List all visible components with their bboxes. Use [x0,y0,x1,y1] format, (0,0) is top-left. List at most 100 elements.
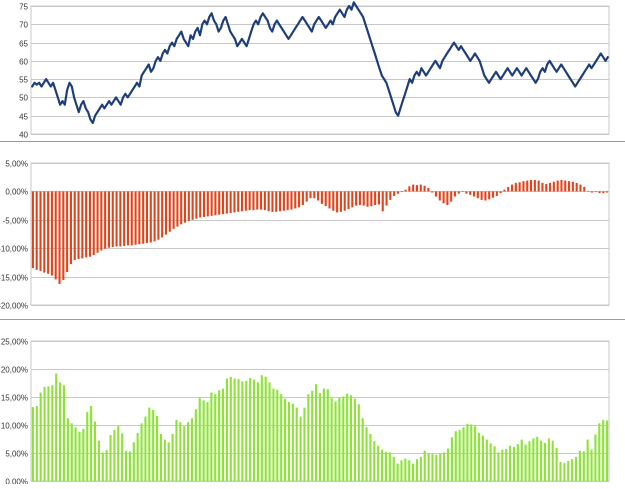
drawdown-bar [446,191,449,206]
price-point [411,82,413,84]
price-point [334,16,336,18]
drawdown-grid [30,162,610,306]
volatility-bar [365,427,368,481]
price-point [339,9,341,11]
price-point [481,67,483,69]
price-point [131,89,133,91]
price-point [332,23,334,25]
price-point [416,71,418,73]
price-point [234,38,236,40]
price-point [355,5,357,7]
price-point [427,71,429,73]
volatility-y-tick-label: 5,00% [5,450,28,459]
volatility-bar [198,398,201,481]
price-point [346,9,348,11]
drawdown-plot-frame [30,162,610,306]
volatility-bar [93,421,97,481]
price-point [537,78,539,80]
price-point [213,20,215,22]
price-point [395,111,397,113]
price-point [248,38,250,40]
price-point [220,27,222,29]
price-point [357,9,360,11]
price-point [71,85,73,88]
volatility-bar [520,439,523,481]
price-y-tick-label: 60 [19,58,28,67]
panel-divider [0,319,625,320]
volatility-bar [357,404,360,481]
panel-divider [0,141,625,142]
price-point [385,82,387,84]
drawdown-bar [484,191,487,201]
volatility-bar [307,394,310,481]
price-point [397,115,399,117]
drawdown-bar [396,191,399,194]
price-point [553,67,555,69]
price-point [99,107,101,109]
volatility-bar [481,435,484,481]
price-point [124,93,126,95]
price-point [341,12,343,14]
drawdown-bar [556,180,559,192]
price-point [528,71,530,73]
volatility-bar [35,405,38,481]
drawdown-bar [149,191,152,243]
drawdown-bar [351,191,354,208]
price-point [602,56,604,58]
volatility-bar [594,434,597,481]
volatility-bar [598,423,601,481]
volatility-bar [489,443,492,481]
price-point [311,31,313,33]
price-point [525,67,527,69]
volatility-bar [241,381,244,481]
price-point [80,104,82,106]
price-point [325,27,327,29]
drawdown-bar [347,191,350,210]
price-point [313,23,315,25]
price-point [336,12,339,14]
price-point [241,38,243,40]
price-point [434,60,436,62]
drawdown-bar [320,191,323,204]
drawdown-bar [214,191,217,216]
drawdown-bar [39,191,42,271]
price-point [563,67,565,69]
price-point [451,45,453,47]
volatility-bar [384,451,388,481]
price-point [581,74,583,77]
price-point [546,63,548,66]
price-point [262,12,264,14]
price-point [460,45,462,47]
price-point [350,9,353,11]
volatility-bar [117,426,120,481]
price-point [96,111,98,113]
price-point [574,85,576,88]
price-point [274,23,276,25]
price-point [85,107,87,109]
drawdown-bar [465,191,468,194]
drawdown-bar [176,191,179,227]
drawdown-bar [442,191,445,204]
volatility-bar [303,407,306,481]
price-point [227,23,229,25]
price-point [64,104,66,106]
price-y-tick-label: 40 [19,131,28,140]
price-series-line [31,1,609,125]
price-point [31,85,33,88]
price-point [141,74,143,77]
drawdown-bar [598,191,601,194]
volatility-bar [245,380,248,481]
drawdown-bar [389,191,392,200]
drawdown-bar [491,191,495,198]
price-point [82,100,84,102]
price-point [208,16,210,18]
volatility-bar [214,394,217,481]
volatility-bar [295,407,298,481]
price-point [50,85,52,88]
volatility-bar [400,460,403,481]
drawdown-bar [138,191,141,245]
drawdown-bar [267,191,270,212]
price-point [68,82,71,84]
price-point [157,56,159,58]
